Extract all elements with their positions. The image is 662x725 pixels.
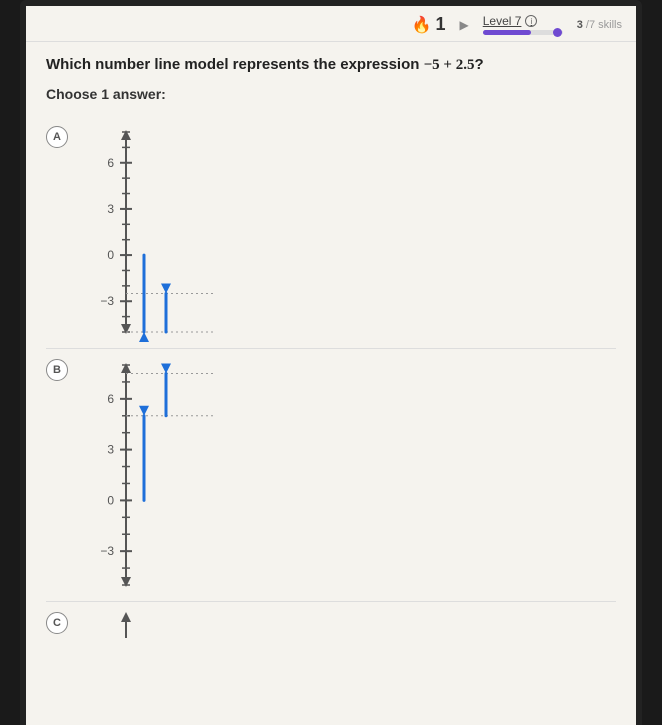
number-line-b: −3 0 3 6 <box>80 355 616 595</box>
level-block[interactable]: Level 7 i <box>483 14 563 35</box>
svg-text:6: 6 <box>107 392 114 406</box>
streak-count: 1 <box>435 14 445 35</box>
play-icon[interactable]: ▶ <box>459 18 468 32</box>
option-c[interactable]: C <box>46 602 616 644</box>
option-c-letter: C <box>46 612 68 634</box>
svg-text:3: 3 <box>107 202 114 216</box>
option-a-letter: A <box>46 126 68 148</box>
svg-text:0: 0 <box>107 493 114 507</box>
svg-text:0: 0 <box>107 248 114 262</box>
streak-indicator: 🔥 1 <box>412 14 446 35</box>
level-progress-dot <box>553 28 562 37</box>
svg-text:−3: −3 <box>100 544 114 558</box>
level-progress-fill <box>483 30 531 35</box>
flame-icon: 🔥 <box>412 15 432 35</box>
question-content: Which number line model represents the e… <box>26 42 636 644</box>
topbar: 🔥 1 ▶ Level 7 i 3 /7 skills <box>26 6 636 42</box>
skills-counter: 3 /7 skills <box>577 19 622 31</box>
option-b-letter: B <box>46 359 68 381</box>
level-progress-bar <box>483 30 563 35</box>
device-frame: 🔥 1 ▶ Level 7 i 3 /7 skills Which number… <box>20 0 642 725</box>
option-a[interactable]: A −3 0 3 6 <box>46 116 616 349</box>
question-text: Which number line model represents the e… <box>46 56 616 74</box>
svg-text:6: 6 <box>107 156 114 170</box>
svg-text:3: 3 <box>107 443 114 457</box>
choose-label: Choose 1 answer: <box>46 86 616 102</box>
number-line-c <box>80 608 616 638</box>
info-icon: i <box>525 15 537 27</box>
svg-text:−3: −3 <box>100 294 114 308</box>
number-line-a: −3 0 3 6 <box>80 122 616 342</box>
level-label: Level 7 i <box>483 14 538 28</box>
option-b[interactable]: B −3 0 3 6 <box>46 349 616 602</box>
